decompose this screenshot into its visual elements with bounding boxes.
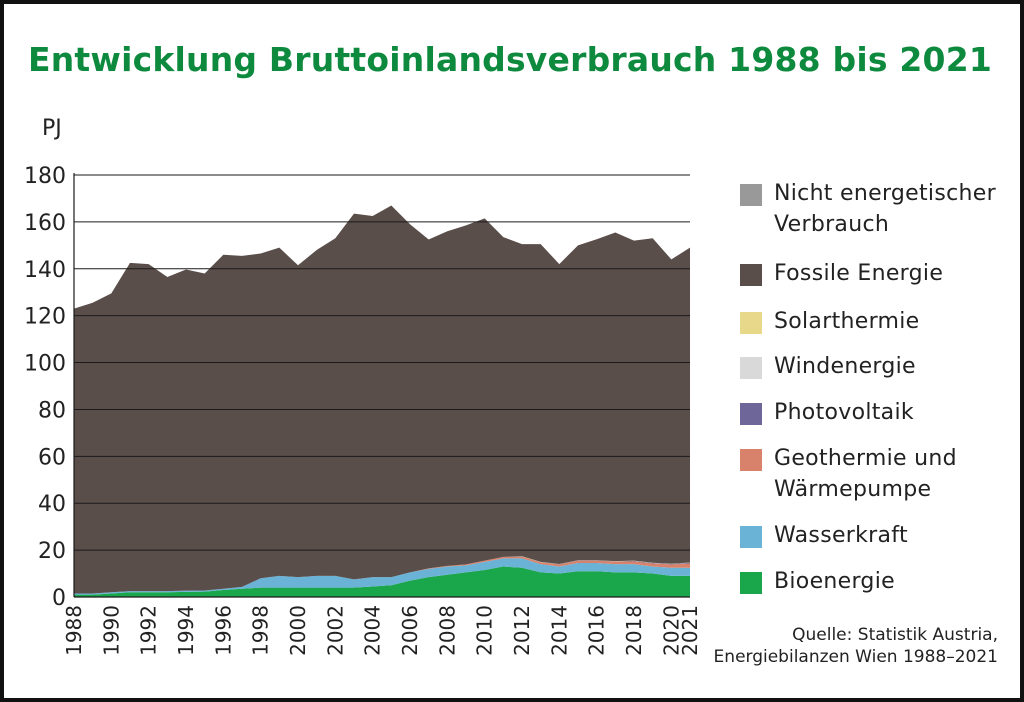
x-tick-label-2004: 2004 [361, 605, 385, 656]
legend-item: Nicht energetischer Verbrauch [740, 181, 996, 240]
gridlines [74, 174, 690, 551]
legend-item: Wasserkraft [740, 523, 908, 551]
legend-label: Fossile Energie [774, 261, 944, 286]
legend-label: Bioenergie [774, 569, 895, 594]
y-tick-label-120: 120 [24, 305, 66, 330]
legend-label: Wasserkraft [774, 523, 908, 548]
legend-swatch [740, 572, 762, 594]
x-tick-label-2018: 2018 [622, 605, 646, 656]
x-tick-label-1994: 1994 [174, 605, 198, 656]
x-tick-label-2000: 2000 [286, 605, 310, 656]
legend-item: Solarthermie [740, 309, 920, 337]
legend-label: Windenergie [774, 354, 916, 379]
legend-label: Photovoltaik [774, 400, 914, 425]
legend-label: Geothermie und Wärmepumpe [774, 446, 957, 502]
area-layers [74, 205, 690, 597]
legend-item: Windenergie [740, 354, 916, 382]
source-line-1: Quelle: Statistik Austria, [792, 625, 998, 645]
area-fossile-energie [74, 205, 690, 594]
y-axis-unit: PJ [42, 116, 62, 141]
x-tick-label-1990: 1990 [99, 605, 123, 656]
y-tick-label-20: 20 [38, 539, 66, 564]
x-tick-label-1996: 1996 [211, 605, 235, 656]
y-tick-label-0: 0 [52, 586, 66, 611]
area-wasserkraft [74, 558, 690, 595]
source-line-2: Energiebilanzen Wien 1988–2021 [713, 647, 998, 667]
y-tick-label-100: 100 [24, 352, 66, 377]
y-tick-label-140: 140 [24, 258, 66, 283]
legend-swatch [740, 357, 762, 379]
x-tick-label-2006: 2006 [398, 605, 422, 656]
x-tick-label-1998: 1998 [249, 605, 273, 656]
legend-item: Photovoltaik [740, 400, 914, 428]
x-tick-label-1988: 1988 [62, 605, 86, 656]
legend-swatch [740, 264, 762, 286]
source-note: Quelle: Statistik Austria, Energiebilanz… [714, 624, 998, 668]
x-tick-label-2021: 2021 [678, 605, 702, 656]
legend-swatch [740, 312, 762, 334]
x-tick-label-2014: 2014 [547, 605, 571, 656]
x-tick-label-2016: 2016 [585, 605, 609, 656]
x-tick-label-2020: 2020 [659, 605, 683, 656]
legend-swatch [740, 184, 762, 206]
legend-item: Geothermie und Wärmepumpe [740, 446, 957, 505]
legend-label: Solarthermie [774, 309, 920, 334]
y-tick-label-40: 40 [38, 492, 66, 517]
legend-item: Bioenergie [740, 569, 895, 597]
x-tick-label-2010: 2010 [473, 605, 497, 656]
legend-label: Nicht energetischer Verbrauch [774, 181, 996, 237]
legend-swatch [740, 526, 762, 548]
stacked-area-chart: 0 20 40 60 80 100 120 140 160 180 1988 1990 1992 1994… [24, 164, 702, 656]
x-tick-label-2008: 2008 [435, 605, 459, 656]
y-tick-label-80: 80 [38, 398, 66, 423]
legend-swatch [740, 449, 762, 471]
x-tick-label-2012: 2012 [510, 605, 534, 656]
y-tick-label-60: 60 [38, 445, 66, 470]
legend-swatch [740, 403, 762, 425]
y-tick-label-180: 180 [24, 164, 66, 189]
legend-item: Fossile Energie [740, 261, 943, 289]
y-tick-label-160: 160 [24, 211, 66, 236]
x-tick-label-1992: 1992 [137, 605, 161, 656]
x-tick-labels: 1988 1990 1992 1994 1996 1998 2000 2002 2004 2006… [62, 605, 702, 656]
x-tick-label-2002: 2002 [323, 605, 347, 656]
area-bioenergie [74, 566, 690, 597]
chart-title: Entwicklung Bruttoinlandsverbrauch 1988 … [28, 40, 993, 79]
y-tick-labels: 0 20 40 60 80 100 120 140 160 180 [24, 164, 66, 611]
